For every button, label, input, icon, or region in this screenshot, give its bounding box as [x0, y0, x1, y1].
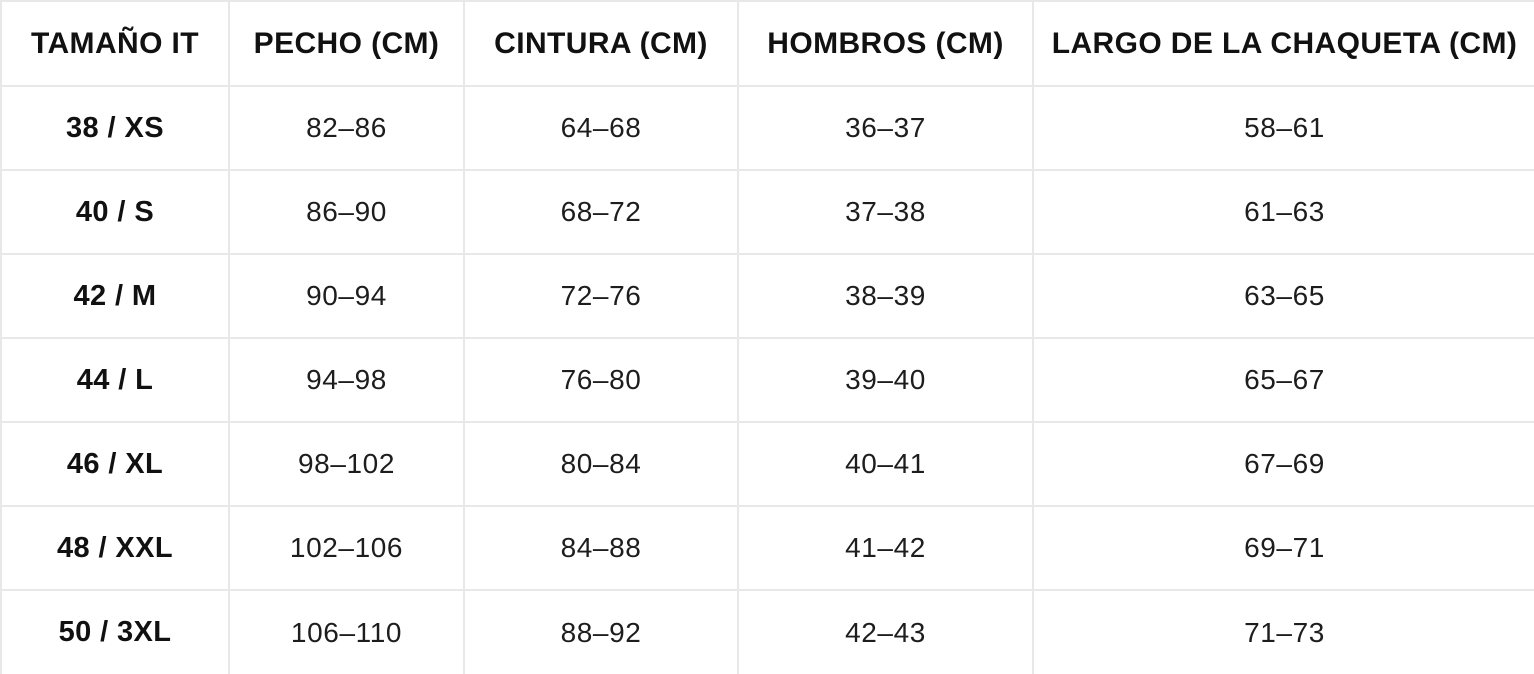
column-header-hombros: HOMBROS (CM) [737, 0, 1034, 87]
column-header-pecho: PECHO (CM) [228, 0, 465, 87]
hombros-value: 37–38 [737, 169, 1034, 255]
table-row: 42 / M 90–94 72–76 38–39 63–65 [0, 253, 1534, 339]
cintura-value: 88–92 [463, 589, 739, 674]
largo-value: 67–69 [1032, 421, 1534, 507]
hombros-value: 40–41 [737, 421, 1034, 507]
table-row: 46 / XL 98–102 80–84 40–41 67–69 [0, 421, 1534, 507]
size-label: 40 / S [0, 169, 230, 255]
hombros-value: 38–39 [737, 253, 1034, 339]
cintura-value: 84–88 [463, 505, 739, 591]
table-row: 38 / XS 82–86 64–68 36–37 58–61 [0, 85, 1534, 171]
column-header-tamano-it: TAMAÑO IT [0, 0, 230, 87]
cintura-value: 68–72 [463, 169, 739, 255]
pecho-value: 98–102 [228, 421, 465, 507]
pecho-value: 106–110 [228, 589, 465, 674]
largo-value: 65–67 [1032, 337, 1534, 423]
table-row: 40 / S 86–90 68–72 37–38 61–63 [0, 169, 1534, 255]
cintura-value: 76–80 [463, 337, 739, 423]
pecho-value: 102–106 [228, 505, 465, 591]
largo-value: 61–63 [1032, 169, 1534, 255]
hombros-value: 42–43 [737, 589, 1034, 674]
pecho-value: 90–94 [228, 253, 465, 339]
header-row: TAMAÑO IT PECHO (CM) CINTURA (CM) HOMBRO… [0, 0, 1534, 87]
largo-value: 69–71 [1032, 505, 1534, 591]
size-label: 42 / M [0, 253, 230, 339]
cintura-value: 72–76 [463, 253, 739, 339]
cintura-value: 80–84 [463, 421, 739, 507]
table-row: 44 / L 94–98 76–80 39–40 65–67 [0, 337, 1534, 423]
pecho-value: 86–90 [228, 169, 465, 255]
pecho-value: 94–98 [228, 337, 465, 423]
size-label: 46 / XL [0, 421, 230, 507]
table-row: 48 / XXL 102–106 84–88 41–42 69–71 [0, 505, 1534, 591]
column-header-largo-chaqueta: LARGO DE LA CHAQUETA (CM) [1032, 0, 1534, 87]
size-label: 50 / 3XL [0, 589, 230, 674]
column-header-cintura: CINTURA (CM) [463, 0, 739, 87]
hombros-value: 41–42 [737, 505, 1034, 591]
table-row: 50 / 3XL 106–110 88–92 42–43 71–73 [0, 589, 1534, 674]
size-label: 38 / XS [0, 85, 230, 171]
cintura-value: 64–68 [463, 85, 739, 171]
largo-value: 58–61 [1032, 85, 1534, 171]
largo-value: 71–73 [1032, 589, 1534, 674]
pecho-value: 82–86 [228, 85, 465, 171]
size-label: 48 / XXL [0, 505, 230, 591]
largo-value: 63–65 [1032, 253, 1534, 339]
hombros-value: 36–37 [737, 85, 1034, 171]
size-label: 44 / L [0, 337, 230, 423]
hombros-value: 39–40 [737, 337, 1034, 423]
